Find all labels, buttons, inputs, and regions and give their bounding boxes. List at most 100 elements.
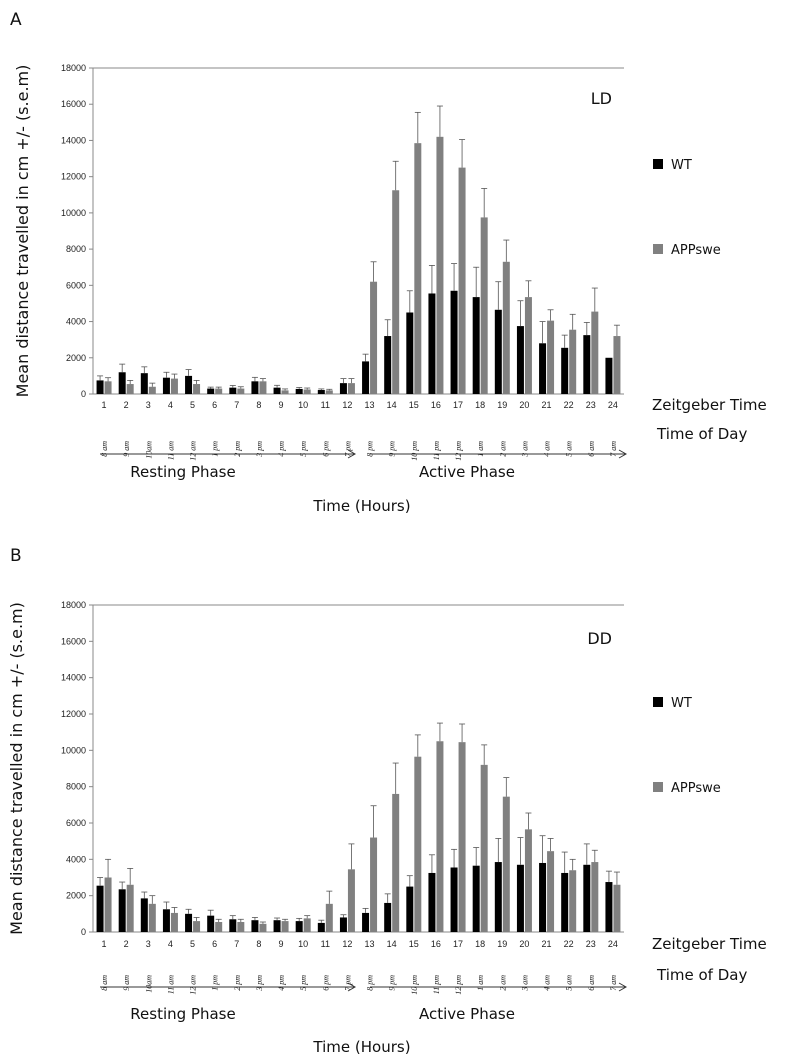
bar-wt	[450, 867, 458, 932]
y-tick-label: 2000	[66, 891, 86, 901]
y-tick-label: 12000	[61, 172, 86, 182]
time-of-day-label: 9 am	[122, 975, 131, 991]
y-tick-label: 10000	[61, 208, 86, 218]
bar-appswe	[524, 829, 532, 932]
bar-appswe	[237, 388, 245, 394]
x-tick-label: 23	[586, 400, 596, 410]
time-of-day-label: 4 am	[543, 441, 552, 457]
x-tick-label: 17	[453, 400, 463, 410]
time-of-day-label: 1 am	[476, 975, 485, 991]
y-tick-label: 0	[81, 927, 86, 937]
time-of-day-label: 6 pm	[321, 975, 330, 991]
resting-phase-arrowhead	[347, 982, 357, 992]
active-phase-label: Active Phase	[419, 1005, 515, 1023]
time-of-day-label: 2 am	[498, 441, 507, 457]
time-of-day-label: 10am	[144, 975, 153, 993]
time-of-day-label: 3 pm	[255, 441, 264, 458]
bar-wt	[362, 361, 370, 394]
x-tick-label: 24	[608, 939, 618, 949]
time-of-day-label: 7 pm	[343, 975, 352, 991]
bar-wt	[295, 921, 303, 932]
bar-appswe	[193, 921, 201, 932]
bar-wt	[472, 297, 480, 394]
active-phase-arrowhead	[618, 982, 628, 992]
y-axis-label: Mean distance travelled in cm +/- (s.e.m…	[13, 65, 32, 398]
bar-wt	[140, 373, 148, 394]
time-of-day-label: 10am	[144, 441, 153, 459]
bar-appswe	[480, 217, 488, 394]
x-tick-label: 11	[321, 400, 330, 410]
x-tick-label: 3	[146, 400, 151, 410]
x-axis-label: Time (Hours)	[312, 1038, 410, 1056]
condition-label: DD	[587, 629, 612, 648]
x-tick-label: 23	[586, 939, 596, 949]
y-tick-label: 0	[81, 389, 86, 399]
bar-appswe	[569, 870, 577, 932]
time-of-day-label: 9 pm	[388, 975, 397, 991]
legend-label: WT	[671, 696, 692, 711]
bar-wt	[516, 864, 524, 932]
y-tick-label: 18000	[61, 600, 86, 610]
time-of-day-label: 11 pm	[432, 441, 441, 460]
bar-appswe	[414, 143, 422, 394]
bar-wt	[406, 886, 414, 932]
bar-wt	[339, 917, 347, 932]
bar-wt	[317, 390, 325, 394]
time-of-day-label: 2 pm	[233, 441, 242, 457]
bar-wt	[317, 922, 325, 932]
x-tick-label: 7	[234, 939, 239, 949]
time-of-day-label: 8 pm	[366, 975, 375, 991]
y-tick-label: 18000	[61, 63, 86, 73]
y-tick-label: 4000	[66, 317, 86, 327]
y-tick-label: 4000	[66, 854, 86, 864]
x-tick-label: 12	[342, 400, 352, 410]
bar-appswe	[237, 922, 245, 932]
y-tick-label: 2000	[66, 353, 86, 363]
time-of-day-label: 1 pm	[211, 975, 220, 991]
bar-appswe	[591, 862, 599, 932]
time-of-day-label: 3 pm	[255, 975, 264, 992]
bar-appswe	[148, 386, 156, 394]
x-tick-label: 10	[298, 400, 308, 410]
x-tick-label: 21	[542, 400, 552, 410]
x-tick-label: 20	[519, 939, 529, 949]
time-of-day-label: 6 am	[587, 441, 596, 457]
x-tick-label: 21	[542, 939, 552, 949]
bar-wt	[273, 387, 281, 394]
x-tick-label: 2	[124, 939, 129, 949]
x-tick-label: 24	[608, 400, 618, 410]
x-tick-label: 15	[409, 400, 419, 410]
y-tick-label: 10000	[61, 745, 86, 755]
bar-appswe	[259, 923, 267, 932]
bar-wt	[605, 882, 613, 932]
resting-phase-label: Resting Phase	[130, 1005, 235, 1023]
legend-swatch	[653, 782, 663, 792]
bar-wt	[339, 383, 347, 394]
bar-appswe	[104, 877, 112, 932]
time-of-day-label: 11 am	[166, 975, 175, 994]
time-of-day-label: 3 am	[520, 975, 529, 992]
x-tick-label: 5	[190, 400, 195, 410]
x-tick-label: 8	[256, 400, 261, 410]
time-of-day-label: 5 am	[565, 441, 574, 457]
y-axis-label: Mean distance travelled in cm +/- (s.e.m…	[7, 602, 26, 935]
time-of-day-label: 6 pm	[321, 441, 330, 457]
resting-phase-arrowhead	[347, 449, 357, 459]
bar-appswe	[591, 311, 599, 394]
time-of-day-label: 4 am	[543, 975, 552, 991]
bar-wt	[450, 290, 458, 394]
bar-wt	[295, 388, 303, 394]
bar-wt	[229, 919, 237, 932]
time-of-day-label: 10 pm	[410, 975, 419, 995]
bar-wt	[516, 326, 524, 394]
time-of-day-label: 12 am	[189, 441, 198, 461]
bar-appswe	[148, 903, 156, 932]
time-of-day-label: 4 pm	[277, 975, 286, 991]
bar-wt	[561, 347, 569, 394]
bar-appswe	[126, 384, 134, 394]
x-tick-label: 19	[497, 400, 507, 410]
bar-appswe	[392, 190, 400, 394]
legend-swatch	[653, 697, 663, 707]
x-tick-label: 17	[453, 939, 463, 949]
